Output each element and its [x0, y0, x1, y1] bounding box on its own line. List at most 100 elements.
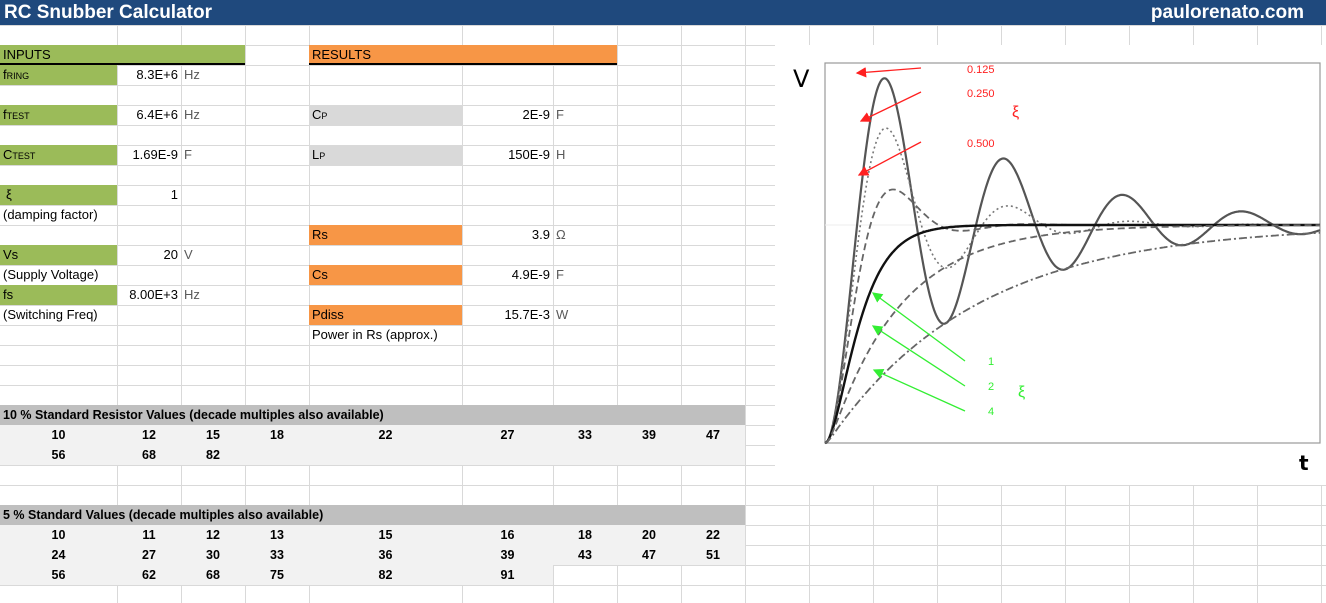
resistor-value: 20 — [642, 528, 656, 542]
xi-input[interactable]: 1 — [170, 187, 178, 202]
resistor-value: 56 — [51, 448, 66, 462]
table5-body — [0, 525, 745, 565]
resistor-value: 36 — [378, 548, 393, 562]
plot-area — [824, 62, 1321, 444]
rs-value: 3.9 — [531, 227, 550, 242]
table10-title: 10 % Standard Resistor Values (decade mu… — [0, 405, 745, 425]
table5-title: 5 % Standard Values (decade multiples al… — [0, 505, 745, 525]
grid-column-line — [245, 25, 246, 603]
resistor-value: 18 — [270, 428, 284, 442]
annotation-label-zeta: 0.500 — [967, 138, 995, 150]
c-test-unit: F — [184, 147, 192, 162]
resistor-value: 13 — [270, 528, 284, 542]
annotation-arrow — [857, 141, 922, 176]
resistor-value: 10 — [51, 528, 66, 542]
resistor-value: 11 — [142, 528, 156, 542]
fs-input[interactable]: 8.00E+3 — [129, 287, 178, 302]
lp-value: 150E-9 — [508, 147, 550, 162]
cs-value: 4.9E-9 — [511, 267, 550, 282]
f-test-unit: Hz — [184, 107, 200, 122]
annotation-arrow — [855, 67, 922, 78]
resistor-value: 10 — [51, 428, 66, 442]
resistor-value: 22 — [706, 528, 720, 542]
cp-value: 2E-9 — [522, 107, 550, 122]
grid-column-line — [745, 25, 746, 603]
c-test-label: CTEST — [0, 145, 117, 165]
annotation-label-zeta: 1 — [988, 356, 994, 368]
cp-label: CP — [309, 105, 462, 125]
resistor-value: 18 — [578, 528, 592, 542]
grid-column-line — [181, 25, 182, 603]
resistor-value: 12 — [206, 528, 220, 542]
f-test-input[interactable]: 6.4E+6 — [136, 107, 178, 122]
series-line-zeta-2 — [824, 224, 1320, 444]
resistor-value: 43 — [578, 548, 592, 562]
label-main: C — [312, 107, 322, 122]
cs-label: Cs — [309, 265, 462, 285]
table5-body-last — [0, 565, 553, 585]
resistor-value: 47 — [642, 548, 656, 562]
pdiss-unit: W — [556, 307, 569, 322]
x-axis-label: t — [1299, 451, 1309, 475]
annotation-label-zeta: 0.250 — [967, 88, 995, 100]
label-sub: P — [321, 111, 328, 121]
title-bar: RC Snubber Calculator paulorenato.com — [0, 0, 1326, 25]
resistor-value: 30 — [206, 548, 220, 562]
resistor-value: 39 — [642, 428, 656, 442]
f-ring-input[interactable]: 8.3E+6 — [136, 67, 178, 82]
resistor-value: 16 — [500, 528, 515, 542]
vs-label: Vs — [0, 245, 117, 265]
label-main: C — [3, 147, 13, 162]
xi-note: (damping factor) — [3, 207, 98, 222]
fs-label: fs — [0, 285, 117, 305]
resistor-value: 51 — [706, 548, 720, 562]
grid-column-line — [681, 25, 682, 603]
resistor-value: 15 — [378, 528, 393, 542]
annotation-label-zeta: 2 — [988, 381, 994, 393]
cs-unit: F — [556, 267, 564, 282]
label-main: L — [312, 147, 320, 162]
c-test-input[interactable]: 1.69E-9 — [132, 147, 178, 162]
lp-unit: H — [556, 147, 566, 162]
label-main: f — [3, 107, 7, 122]
vs-input[interactable]: 20 — [163, 247, 178, 262]
resistor-value: 27 — [500, 428, 515, 442]
label-sub: TEST — [12, 151, 36, 161]
rs-label: Rs — [309, 225, 462, 245]
resistor-value: 68 — [142, 448, 156, 462]
f-test-label: fTEST — [0, 105, 117, 125]
vs-note: (Supply Voltage) — [3, 267, 99, 282]
annotation-arrow — [859, 91, 922, 122]
overdamped-xi-label: ξ — [1018, 384, 1025, 401]
table10-body — [0, 425, 745, 465]
fs-note: (Switching Freq) — [3, 307, 98, 322]
resistor-value: 33 — [578, 428, 592, 442]
resistor-value: 15 — [206, 428, 220, 442]
f-ring-label: fRING — [0, 65, 117, 85]
step-response-chart: V t 0.125 0.250 0.500 1 2 4 ξ ξ — [775, 45, 1326, 485]
resistor-value: 75 — [270, 568, 284, 582]
cp-unit: F — [556, 107, 564, 122]
label-sub: P — [319, 151, 326, 161]
annotation-arrow — [871, 325, 966, 387]
grid-column-line — [617, 25, 618, 603]
pdiss-label: Pdiss — [309, 305, 462, 325]
annotation-label-zeta: 0.125 — [967, 64, 995, 76]
xi-label: ξ — [0, 185, 117, 205]
annotation-arrow — [872, 368, 966, 412]
resistor-value: 82 — [378, 568, 393, 582]
underdamped-xi-label: ξ — [1012, 104, 1019, 121]
annotation-arrow — [871, 292, 966, 362]
resistor-value: 22 — [378, 428, 393, 442]
resistor-value: 56 — [51, 568, 66, 582]
rs-unit: Ω — [556, 227, 566, 242]
series-line-zeta-1 — [824, 223, 1320, 445]
resistor-value: 82 — [206, 448, 220, 462]
resistor-value: 12 — [142, 428, 156, 442]
lp-label: LP — [309, 145, 462, 165]
grid-column-line — [462, 25, 463, 603]
resistor-value: 24 — [51, 548, 66, 562]
grid-column-line — [553, 25, 554, 603]
site-name: paulorenato.com — [1150, 2, 1304, 23]
resistor-value: 68 — [206, 568, 220, 582]
